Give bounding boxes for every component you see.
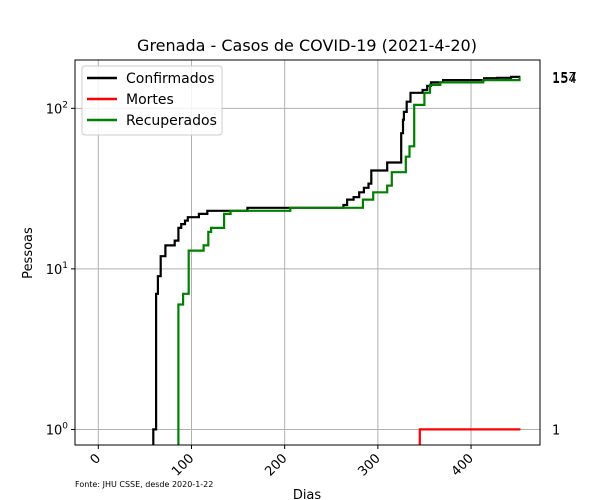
- y-axis-label: Pessoas: [21, 227, 36, 279]
- series-line-recuperados: [177, 77, 521, 445]
- x-axis-label: Dias: [293, 488, 322, 500]
- end-label-mortes: 1: [552, 423, 560, 438]
- legend-box: [81, 65, 223, 136]
- series-lines: [152, 75, 521, 445]
- y-tick-label: 102: [46, 100, 68, 117]
- end-label-recuperados: 154: [552, 72, 577, 87]
- legend-label-mortes: Mortes: [126, 92, 174, 108]
- legend-label-recuperados: Recuperados: [126, 113, 217, 129]
- series-line-mortes: [418, 428, 521, 445]
- legend: Confirmados Mortes Recuperados: [81, 65, 223, 136]
- x-tick-label: 200: [262, 451, 290, 479]
- x-tick-label: 0: [88, 451, 104, 467]
- x-tick-label: 100: [169, 451, 197, 479]
- chart-title: Grenada - Casos de COVID-19 (2021-4-20): [137, 36, 477, 55]
- y-tick-exponent: 0: [62, 421, 68, 431]
- source-note: Fonte: JHU CSSE, desde 2020-1-22: [75, 480, 213, 489]
- series-line-confirmados: [152, 75, 521, 445]
- y-tick-label: 101: [46, 261, 68, 278]
- y-tick-label: 100: [46, 421, 69, 438]
- y-tick-exponent: 2: [62, 100, 68, 110]
- x-tick-label: 400: [449, 451, 477, 479]
- plot-frame: [74, 59, 541, 446]
- end-label-confirmados: 157: [552, 71, 577, 86]
- legend-label-confirmados: Confirmados: [126, 71, 215, 87]
- x-tick-label: 300: [356, 451, 384, 479]
- y-tick-exponent: 1: [62, 261, 68, 271]
- x-axis-ticks: 0 100 200 300 400: [88, 445, 477, 479]
